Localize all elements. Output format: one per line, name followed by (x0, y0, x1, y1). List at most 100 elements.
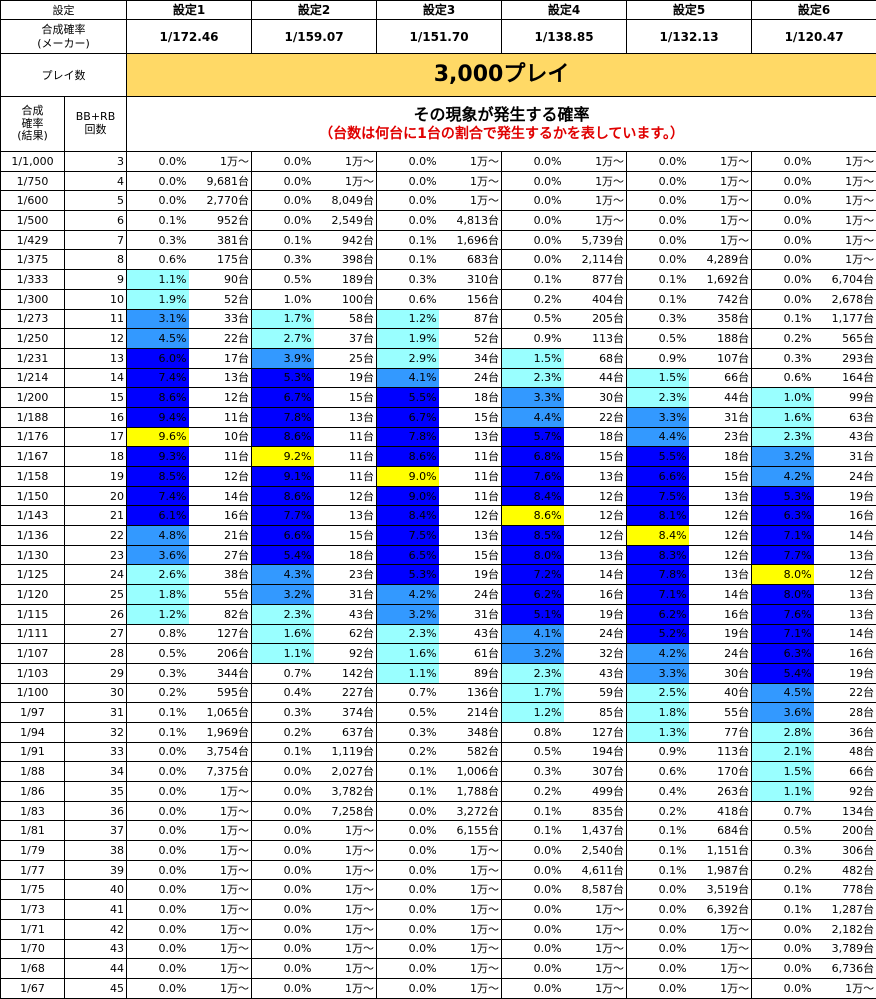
row-count: 4 (65, 171, 127, 191)
probability-cell: 7.1% (752, 624, 814, 644)
probability-cell: 0.1% (502, 801, 564, 821)
probability-cell: 0.0% (627, 939, 689, 959)
probability-cell: 0.0% (127, 821, 189, 841)
machine-count-cell: 742台 (689, 289, 752, 309)
machine-count-cell: 13台 (189, 368, 252, 388)
probability-cell: 7.1% (627, 585, 689, 605)
row-count: 22 (65, 526, 127, 546)
probability-cell: 7.6% (752, 604, 814, 624)
machine-count-cell: 92台 (814, 782, 876, 802)
probability-cell: 0.4% (252, 683, 314, 703)
machine-count-cell: 189台 (314, 270, 377, 290)
probability-cell: 0.1% (252, 742, 314, 762)
probability-cell: 4.2% (627, 644, 689, 664)
machine-count-cell: 15台 (314, 526, 377, 546)
probability-cell: 0.1% (377, 782, 439, 802)
row-rate: 1/103 (1, 663, 65, 683)
probability-cell: 0.8% (127, 624, 189, 644)
row-rate: 1/94 (1, 722, 65, 742)
machine-count-cell: 44台 (689, 388, 752, 408)
probability-cell: 0.5% (627, 329, 689, 349)
probability-cell: 5.3% (752, 486, 814, 506)
machine-count-cell: 11台 (189, 447, 252, 467)
probability-cell: 6.7% (252, 388, 314, 408)
machine-count-cell: 24台 (689, 644, 752, 664)
row-rate: 1/97 (1, 703, 65, 723)
machine-count-cell: 11台 (439, 486, 502, 506)
probability-cell: 4.2% (377, 585, 439, 605)
row-count: 20 (65, 486, 127, 506)
machine-count-cell: 6,392台 (689, 900, 752, 920)
probability-cell: 0.3% (627, 309, 689, 329)
machine-count-cell: 13台 (564, 467, 627, 487)
machine-count-cell: 28台 (814, 703, 876, 723)
machine-count-cell: 1万～ (814, 211, 876, 231)
probability-cell: 8.0% (752, 565, 814, 585)
probability-cell: 0.9% (627, 742, 689, 762)
machine-count-cell: 25台 (314, 348, 377, 368)
row-count: 21 (65, 506, 127, 526)
probability-cell: 1.9% (377, 329, 439, 349)
probability-cell: 0.0% (252, 821, 314, 841)
machine-count-cell: 293台 (814, 348, 876, 368)
machine-count-cell: 1万～ (314, 860, 377, 880)
probability-cell: 0.1% (627, 821, 689, 841)
row-rate: 1/375 (1, 250, 65, 270)
plays-label: プレイ数 (1, 54, 127, 97)
probability-cell: 3.2% (752, 447, 814, 467)
probability-cell: 0.1% (127, 703, 189, 723)
machine-count-cell: 1万～ (439, 919, 502, 939)
probability-cell: 0.0% (627, 880, 689, 900)
row-rate: 1/77 (1, 860, 65, 880)
probability-cell: 0.0% (502, 211, 564, 231)
probability-cell: 1.0% (752, 388, 814, 408)
machine-count-cell: 16台 (189, 506, 252, 526)
probability-cell: 0.1% (252, 230, 314, 250)
machine-count-cell: 18台 (689, 447, 752, 467)
probability-cell: 5.7% (502, 427, 564, 447)
probability-cell: 0.0% (752, 230, 814, 250)
machine-count-cell: 6,704台 (814, 270, 876, 290)
probability-cell: 0.0% (252, 880, 314, 900)
row-count: 24 (65, 565, 127, 585)
machine-count-cell: 3,789台 (814, 939, 876, 959)
machine-count-cell: 1万～ (689, 959, 752, 979)
probability-cell: 5.3% (252, 368, 314, 388)
row-rate: 1/86 (1, 782, 65, 802)
probability-cell: 0.9% (627, 348, 689, 368)
machine-count-cell: 38台 (189, 565, 252, 585)
maker-rate-label: 合成確率 (メーカー) (1, 20, 127, 54)
machine-count-cell: 36台 (814, 722, 876, 742)
machine-count-cell: 1万～ (689, 978, 752, 998)
probability-cell: 0.0% (752, 289, 814, 309)
machine-count-cell: 22台 (189, 329, 252, 349)
machine-count-cell: 62台 (314, 624, 377, 644)
bonus-count-label: BB+RB 回数 (65, 97, 127, 152)
probability-cell: 0.9% (502, 329, 564, 349)
machine-count-cell: 11台 (314, 447, 377, 467)
machine-count-cell: 15台 (439, 545, 502, 565)
machine-count-cell: 482台 (814, 860, 876, 880)
row-rate: 1/100 (1, 683, 65, 703)
machine-count-cell: 14台 (689, 585, 752, 605)
probability-cell: 0.2% (752, 329, 814, 349)
probability-cell: 0.0% (627, 171, 689, 191)
row-rate: 1/136 (1, 526, 65, 546)
row-rate: 1/107 (1, 644, 65, 664)
probability-cell: 1.2% (377, 309, 439, 329)
probability-cell: 0.0% (377, 821, 439, 841)
row-count: 9 (65, 270, 127, 290)
machine-count-cell: 1,969台 (189, 722, 252, 742)
machine-count-cell: 227台 (314, 683, 377, 703)
probability-cell: 0.0% (752, 959, 814, 979)
probability-cell: 0.3% (752, 841, 814, 861)
machine-count-cell: 16台 (814, 506, 876, 526)
probability-cell: 4.4% (627, 427, 689, 447)
probability-cell: 6.7% (377, 407, 439, 427)
probability-cell: 0.7% (752, 801, 814, 821)
